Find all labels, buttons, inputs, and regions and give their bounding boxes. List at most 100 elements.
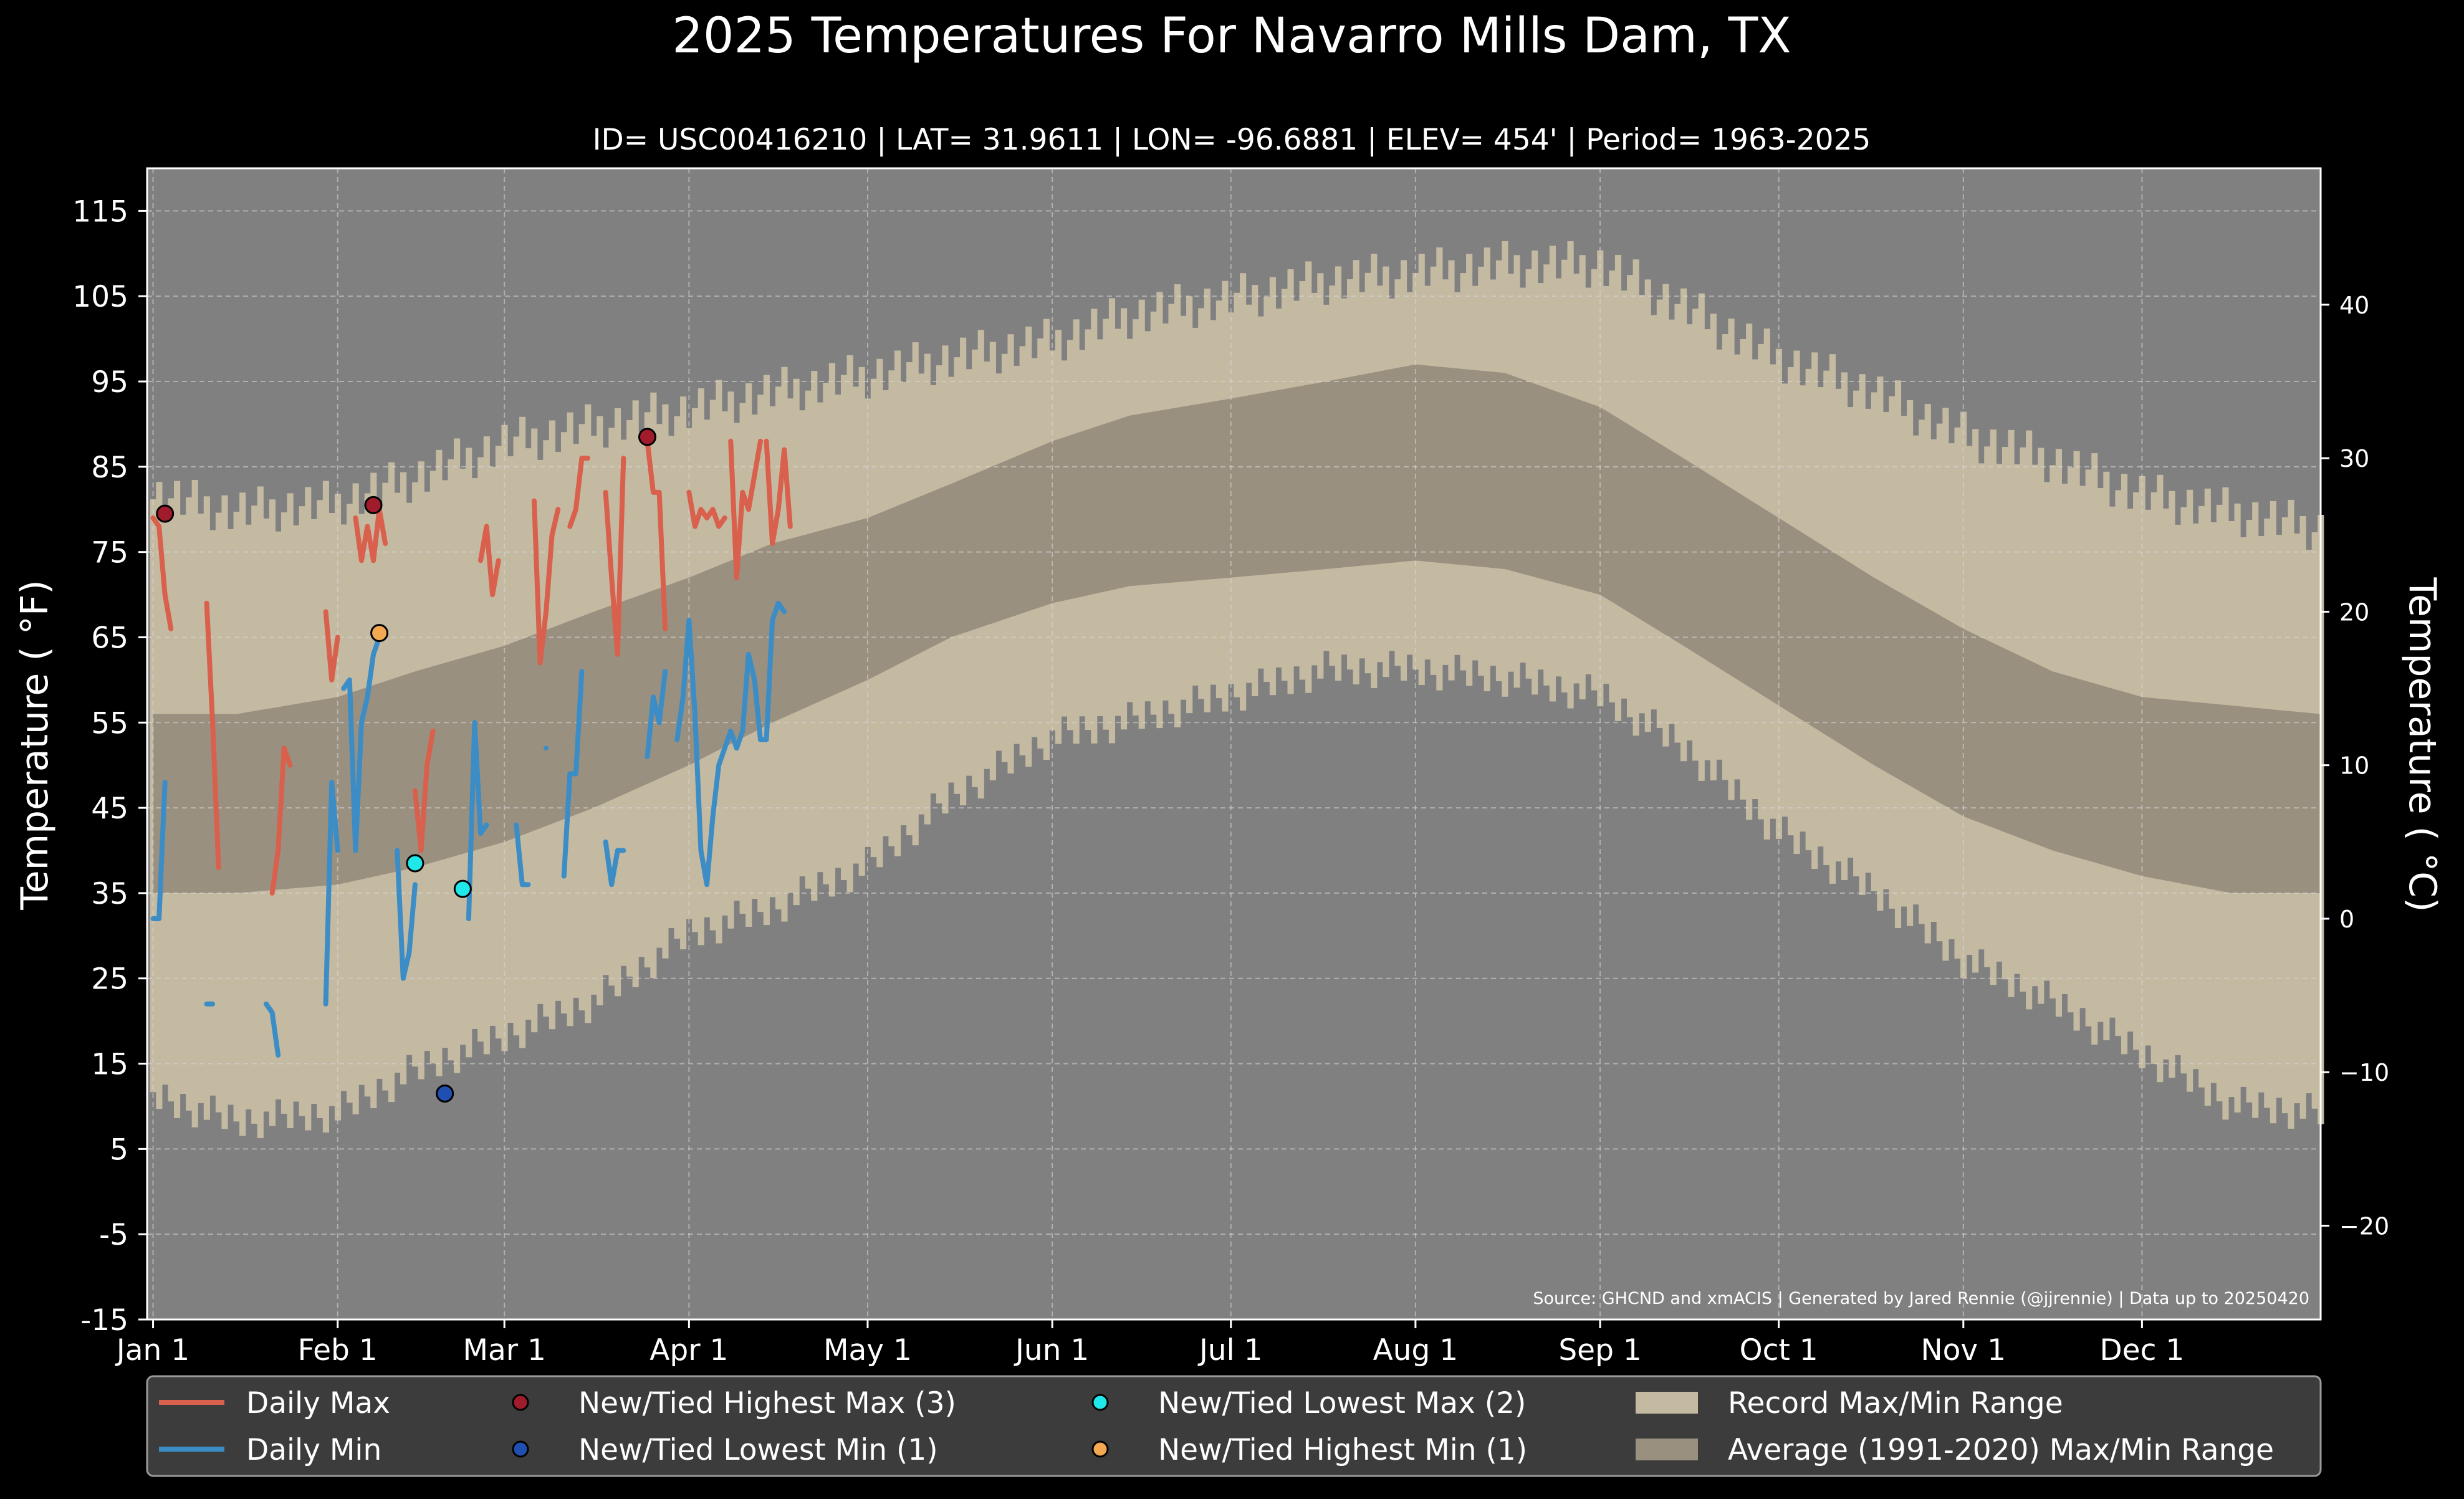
- series-segment: [353, 507, 388, 563]
- legend-box: [146, 1375, 2322, 1477]
- y-tick-label: 15: [91, 1048, 128, 1082]
- series-segment: [561, 669, 585, 879]
- y-tick-label: 5: [110, 1133, 128, 1167]
- series-segment: [531, 498, 561, 666]
- y-tick-label: 55: [91, 706, 128, 740]
- record-marker: [370, 624, 389, 643]
- series-segment: [466, 720, 489, 921]
- series-segment: [150, 780, 168, 921]
- x-tick-label: Nov 1: [1921, 1333, 2006, 1367]
- series-segment: [150, 515, 174, 631]
- legend-label: New/Tied Lowest Min (1): [578, 1433, 938, 1467]
- series-segment: [323, 609, 340, 682]
- y-tick-label-c: 20: [2339, 598, 2369, 626]
- y-tick-label: 35: [91, 877, 128, 911]
- series-segment: [264, 1001, 281, 1058]
- series-segment: [686, 489, 727, 529]
- series-segment: [323, 780, 340, 1007]
- x-tick-label: Mar 1: [463, 1333, 546, 1367]
- record-marker: [436, 1084, 454, 1103]
- new-tied-lowest-minmarkers: [436, 1084, 454, 1103]
- series-segment: [514, 822, 531, 888]
- legend-entry: Average (1991-2020) Max/Min Range: [1636, 1433, 2274, 1467]
- record-marker: [156, 504, 175, 523]
- legend-entry: Daily Min: [159, 1433, 381, 1467]
- series-segment: [603, 456, 626, 657]
- plot-frame: [146, 167, 2322, 1321]
- series-segment: [603, 839, 626, 888]
- x-tick-label: Oct 1: [1740, 1333, 1818, 1367]
- series-segment: [764, 438, 793, 546]
- record-marker: [406, 854, 424, 873]
- legend-entry: New/Tied Highest Min (1): [1091, 1433, 1527, 1467]
- legend-label: Daily Max: [246, 1386, 390, 1420]
- legend-marker-swatch: [512, 1394, 529, 1411]
- legend-marker-swatch: [1091, 1440, 1109, 1458]
- legend-label: Daily Min: [246, 1433, 381, 1467]
- y-tick-label: 25: [91, 962, 128, 997]
- chart-subtitle: ID= USC00416210 | LAT= 31.9611 | LON= -9…: [593, 123, 1871, 157]
- legend-entry: Record Max/Min Range: [1636, 1386, 2063, 1420]
- x-tick-label: Jan 1: [115, 1333, 189, 1367]
- legend-label: New/Tied Highest Max (3): [578, 1386, 956, 1420]
- x-tick-label: Jun 1: [1014, 1333, 1089, 1367]
- series-segment: [395, 848, 418, 981]
- series-segment: [269, 745, 293, 896]
- y-tick-label: 95: [91, 365, 128, 400]
- y-tick-label-c: 30: [2339, 445, 2369, 472]
- record-marker: [638, 428, 656, 446]
- y-tick-label-c: 10: [2339, 752, 2369, 780]
- y-tick-label: 65: [91, 621, 128, 655]
- y-tick-label: 45: [91, 792, 128, 826]
- legend-patch-swatch: [1636, 1439, 1698, 1460]
- y-tick-label-c: 0: [2339, 906, 2354, 933]
- y-axis-label-left: Temperature ( °F): [13, 580, 57, 911]
- y-tick-label-c: −20: [2339, 1213, 2389, 1240]
- y-tick-label: -15: [80, 1303, 128, 1338]
- x-axis: Jan 1 Feb 1 Mar 1 Apr 1 May 1 Jun 1 Jul 1 Aug 1…: [115, 1319, 2184, 1367]
- new-tied-lowest-maxmarkers: [406, 854, 472, 898]
- legend-entry: New/Tied Lowest Max (2): [1091, 1386, 1526, 1420]
- y-tick-label-c: −10: [2339, 1059, 2389, 1086]
- series-segment: [477, 524, 501, 598]
- legend-entry: Daily Max: [159, 1386, 390, 1420]
- series-segment: [341, 635, 382, 853]
- series-segment: [567, 456, 590, 529]
- x-tick-label: Aug 1: [1373, 1333, 1459, 1367]
- y-tick-label: -5: [99, 1218, 128, 1252]
- series-segment: [204, 600, 221, 870]
- x-tick-label: May 1: [823, 1333, 912, 1367]
- x-tick-label: Feb 1: [298, 1333, 378, 1367]
- source-note: Source: GHCND and xmACIS | Generated by …: [1533, 1289, 2309, 1308]
- legend-label: New/Tied Lowest Max (2): [1158, 1386, 1526, 1420]
- legend-marker-swatch: [1091, 1394, 1109, 1411]
- y-axis-right: 40 30 20 10 0 −10 −20: [2321, 292, 2389, 1240]
- y-tick-label: 85: [91, 451, 128, 485]
- y-tick-label: 105: [72, 280, 128, 314]
- legend-marker-swatch: [512, 1440, 529, 1458]
- legend-patch-swatch: [1636, 1392, 1698, 1414]
- legend-label: Record Max/Min Range: [1728, 1386, 2063, 1420]
- legend-label: Average (1991-2020) Max/Min Range: [1728, 1433, 2274, 1467]
- record-marker: [453, 879, 472, 898]
- daily-min-series: [150, 600, 787, 1058]
- legend: Daily Max New/Tied Highest Max (3) New/Tie…: [146, 1375, 2322, 1477]
- new-tied-highest-minmarkers: [370, 624, 389, 643]
- x-tick-label: Sep 1: [1558, 1333, 1641, 1367]
- x-tick-label: Dec 1: [2099, 1333, 2184, 1367]
- legend-entry: New/Tied Highest Max (3): [512, 1386, 956, 1420]
- record-marker: [364, 496, 383, 514]
- new-tied-highest-maxmarkers: [156, 428, 656, 523]
- x-tick-label: Apr 1: [650, 1333, 728, 1367]
- series-segment: [728, 438, 763, 580]
- y-axis-left: 115 105 95 85 75 65 55 45 35 25 15 5 -5 -15: [72, 194, 147, 1338]
- series-segment: [645, 669, 668, 760]
- legend-entry: New/Tied Lowest Min (1): [512, 1433, 938, 1467]
- x-tick-label: Jul 1: [1197, 1333, 1263, 1367]
- daily-max-series: [150, 438, 793, 896]
- series-segment: [674, 600, 787, 888]
- legend-label: New/Tied Highest Min (1): [1158, 1433, 1527, 1467]
- y-tick-label-c: 40: [2339, 292, 2369, 319]
